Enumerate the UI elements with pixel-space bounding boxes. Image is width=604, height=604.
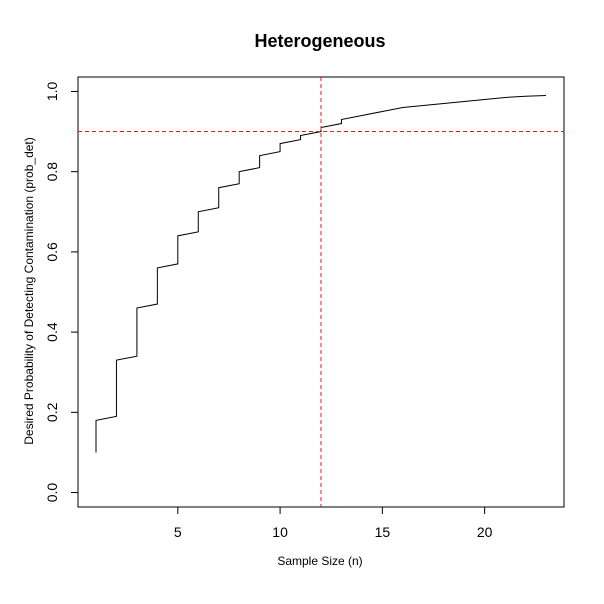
y-tick-label: 0.8 <box>44 162 60 182</box>
y-tick-label: 0.6 <box>44 242 60 262</box>
x-tick-label: 10 <box>272 524 288 540</box>
x-axis: 5 10 15 20 <box>174 506 493 540</box>
chart-title: Heterogeneous <box>254 31 385 51</box>
y-axis-label: Desired Probability of Detecting Contami… <box>22 137 36 445</box>
probability-curve <box>95 94 547 453</box>
x-axis-label: Sample Size (n) <box>277 554 362 568</box>
y-tick-label: 0.2 <box>44 402 60 422</box>
x-tick-label: 20 <box>477 524 493 540</box>
reference-lines <box>78 77 564 507</box>
y-tick-label: 0.4 <box>44 322 60 342</box>
y-tick-label: 1.0 <box>44 81 60 101</box>
x-tick-label: 15 <box>375 524 391 540</box>
y-tick-label: 0.0 <box>44 483 60 503</box>
y-axis: 0.0 0.2 0.4 0.6 0.8 1.0 <box>44 81 79 503</box>
x-tick-label: 5 <box>174 524 182 540</box>
